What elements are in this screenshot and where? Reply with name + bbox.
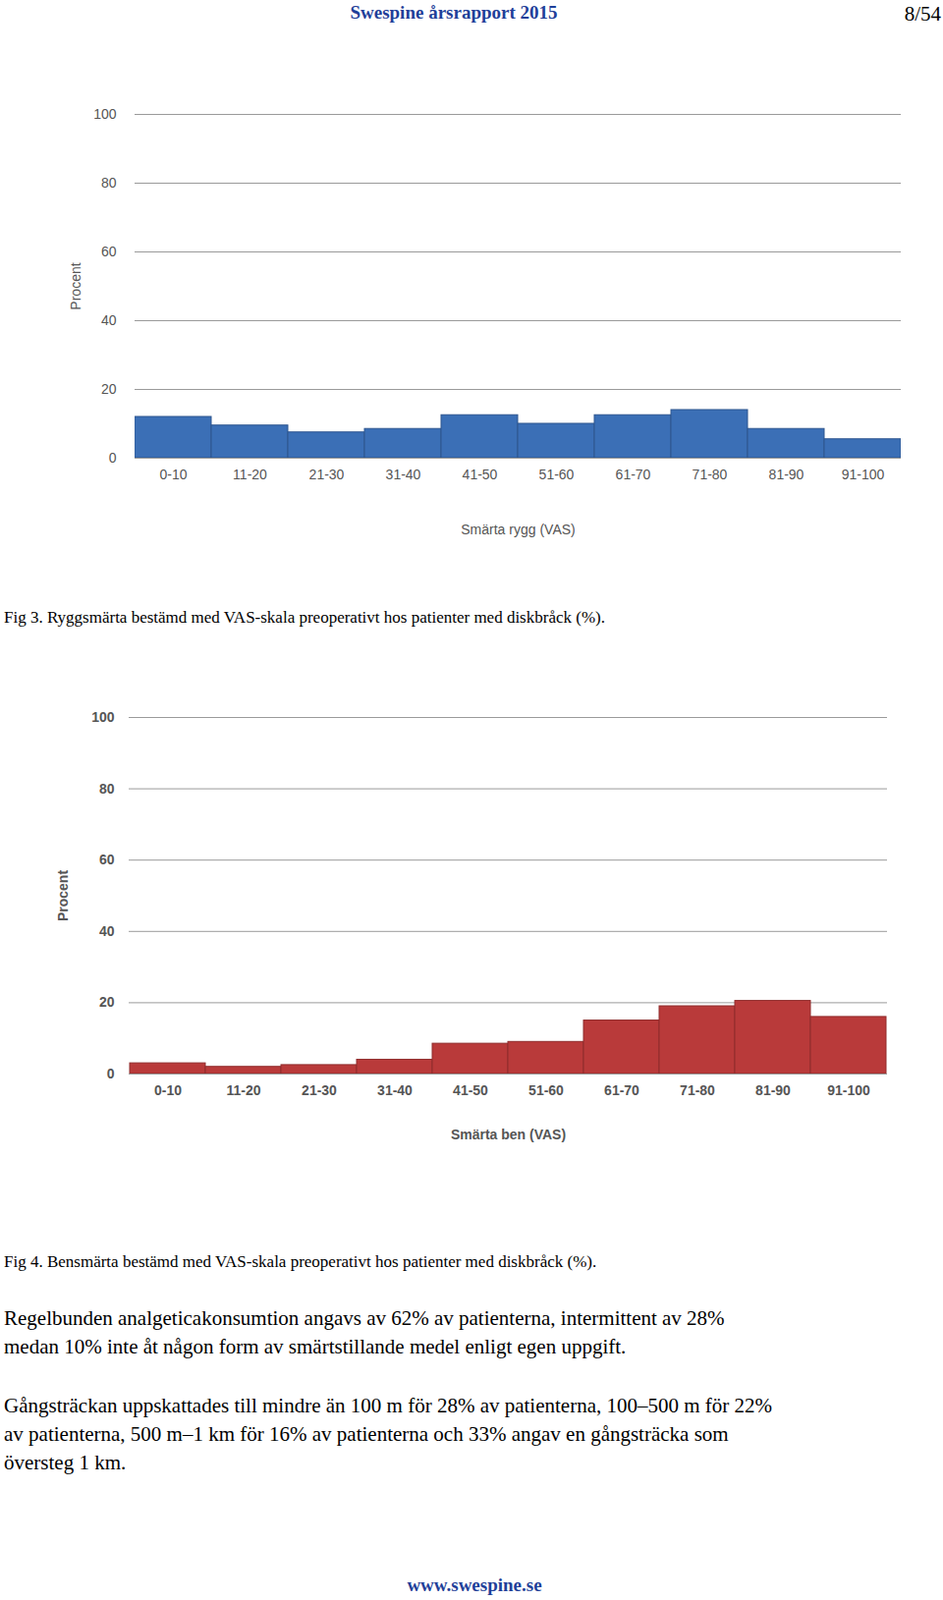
svg-text:80: 80	[101, 174, 117, 191]
svg-text:0: 0	[109, 449, 117, 466]
svg-text:100: 100	[91, 709, 115, 725]
svg-text:51-60: 51-60	[539, 466, 575, 483]
svg-text:Smärta ben (VAS): Smärta ben (VAS)	[450, 1126, 566, 1143]
svg-text:100: 100	[93, 106, 117, 122]
html-text:Regelbunden analgeticakonsumti: Regelbunden analgeticakonsumtion angavs …	[3, 1306, 725, 1331]
svg-text:61-70: 61-70	[615, 466, 652, 483]
html-text:Fig 3. Ryggsmärta bestämd med: Fig 3. Ryggsmärta bestämd med VAS-skala …	[3, 608, 606, 627]
html-text:Fig 4. Bensmärta bestämd med V: Fig 4. Bensmärta bestämd med VAS-skala p…	[3, 1252, 597, 1272]
svg-text:80: 80	[99, 780, 115, 797]
svg-text:31-40: 31-40	[377, 1082, 413, 1099]
svg-text:20: 20	[99, 994, 115, 1010]
svg-text:Procent: Procent	[55, 870, 71, 922]
svg-text:20: 20	[101, 381, 117, 397]
svg-text:71-80: 71-80	[692, 466, 728, 483]
svg-text:40: 40	[99, 923, 115, 940]
html-text:Swespine årsrapport 2015: Swespine årsrapport 2015	[350, 1, 558, 23]
svg-text:0-10: 0-10	[154, 1082, 182, 1099]
html-text:8/54: 8/54	[904, 1, 942, 26]
svg-text:51-60: 51-60	[528, 1082, 564, 1099]
svg-text:0-10: 0-10	[159, 466, 187, 483]
html-text:www.swespine.se: www.swespine.se	[407, 1574, 542, 1596]
svg-text:11-20: 11-20	[225, 1082, 261, 1099]
svg-text:60: 60	[99, 851, 115, 868]
svg-text:71-80: 71-80	[679, 1082, 716, 1099]
svg-text:0: 0	[107, 1065, 115, 1082]
svg-text:41-50: 41-50	[462, 466, 499, 483]
svg-text:31-40: 31-40	[386, 466, 422, 483]
svg-text:Procent: Procent	[67, 262, 84, 310]
svg-text:81-90: 81-90	[769, 466, 805, 483]
html-text:av patienterna, 500 m–1 km för: av patienterna, 500 m–1 km för 16% av pa…	[3, 1422, 729, 1446]
svg-text:40: 40	[101, 312, 117, 329]
html-text:översteg 1 km.: översteg 1 km.	[3, 1450, 126, 1475]
svg-text:61-70: 61-70	[604, 1082, 640, 1099]
svg-text:21-30: 21-30	[301, 1082, 337, 1099]
svg-text:21-30: 21-30	[309, 466, 345, 483]
svg-text:11-20: 11-20	[232, 466, 268, 483]
svg-text:91-100: 91-100	[827, 1082, 871, 1099]
svg-text:91-100: 91-100	[841, 466, 886, 483]
svg-text:81-90: 81-90	[755, 1082, 791, 1099]
html-text:Gångsträckan uppskattades till: Gångsträckan uppskattades till mindre än…	[3, 1393, 773, 1418]
svg-text:41-50: 41-50	[452, 1082, 489, 1099]
svg-text:Smärta rygg (VAS): Smärta rygg (VAS)	[460, 521, 575, 538]
svg-text:60: 60	[101, 243, 117, 260]
html-text:medan 10% inte åt någon form a: medan 10% inte åt någon form av smärtsti…	[3, 1334, 627, 1359]
